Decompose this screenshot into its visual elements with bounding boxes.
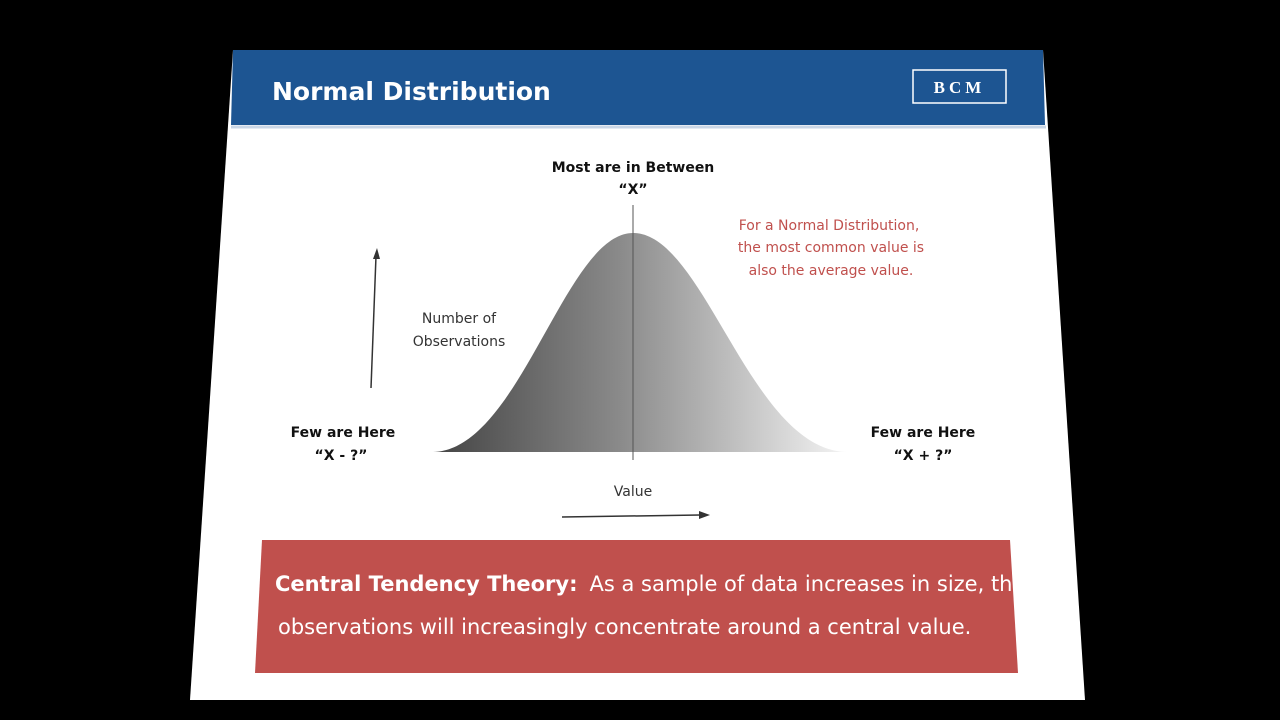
slide-title: Normal Distribution xyxy=(272,77,551,106)
note: the most common value is xyxy=(738,240,924,256)
logo-box xyxy=(912,69,1007,104)
peak-label: Most are in Between xyxy=(552,160,715,176)
y-axis-label: Number of xyxy=(422,311,497,327)
right-label: “X + ?” xyxy=(894,448,953,464)
y-axis-label: Observations xyxy=(413,334,506,350)
left-label: “X - ?” xyxy=(315,448,368,464)
left-label: Few are Here xyxy=(291,425,396,441)
x-axis-label: Value xyxy=(614,484,652,500)
header-band xyxy=(231,50,1045,125)
x-axis-arrow xyxy=(561,514,701,518)
y-arrow-head xyxy=(373,248,380,259)
y-axis-arrow xyxy=(370,255,377,389)
x-arrow-head xyxy=(699,511,710,519)
callout-text: As a sample of data increases in size, t… xyxy=(589,572,1025,596)
logo: BCM xyxy=(934,78,986,97)
right-label: Few are Here xyxy=(871,425,976,441)
callout-box xyxy=(255,540,1018,673)
callout-line: Central Tendency Theory: As a sample of d… xyxy=(275,572,1025,596)
note: For a Normal Distribution, xyxy=(739,218,920,234)
callout-text: observations will increasingly concentra… xyxy=(278,615,971,639)
callout-heading: Central Tendency Theory: xyxy=(275,572,577,596)
peak-label: “X” xyxy=(618,182,647,198)
note: also the average value. xyxy=(749,263,914,279)
bell-curve xyxy=(433,233,847,452)
